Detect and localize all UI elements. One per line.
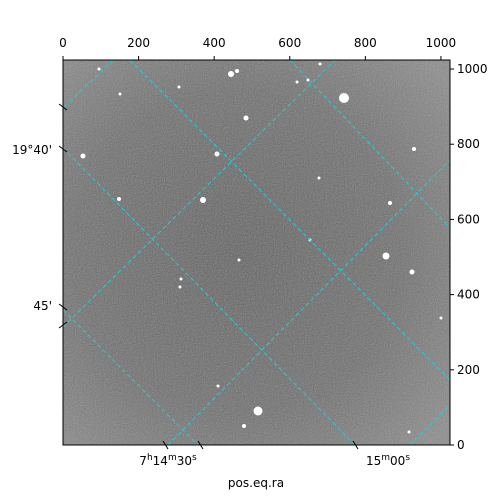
ra-tick-label: 7h14m30s — [139, 453, 197, 468]
star — [407, 430, 411, 434]
star — [242, 424, 246, 428]
star — [382, 252, 390, 260]
star — [117, 197, 121, 201]
y-tick-label: 600 — [457, 212, 480, 226]
star — [80, 153, 86, 159]
star — [237, 258, 241, 262]
coordinate-grid-line — [167, 159, 450, 445]
star — [216, 384, 220, 388]
coordinate-grid-line — [409, 404, 450, 445]
star — [178, 285, 182, 289]
axes-frame — [62, 59, 451, 446]
star — [235, 69, 239, 73]
star — [318, 62, 322, 66]
star — [306, 78, 310, 82]
x-axis-label: pos.eq.ra — [228, 476, 284, 490]
star — [253, 406, 263, 416]
ra-tick — [352, 440, 359, 450]
star — [228, 71, 234, 77]
x-tick-label: 1000 — [426, 36, 457, 50]
star — [243, 115, 249, 121]
star — [317, 176, 321, 180]
star — [118, 92, 122, 96]
star — [339, 93, 349, 103]
star — [439, 316, 443, 320]
coordinate-grid — [63, 60, 450, 445]
y-tick-label: 0 — [457, 438, 465, 452]
coordinate-grid-line — [289, 60, 450, 229]
y-tick-label: 1000 — [457, 62, 488, 76]
star — [200, 197, 206, 203]
star — [214, 151, 220, 157]
sky-image — [63, 60, 450, 445]
dec-tick-label: 45' — [33, 299, 52, 313]
star — [97, 67, 101, 71]
star — [388, 201, 392, 205]
dec-tick — [58, 145, 68, 153]
x-tick-label: 400 — [203, 36, 226, 50]
y-tick-label: 800 — [457, 137, 480, 151]
y-tick-label: 400 — [457, 288, 480, 302]
ra-tick — [162, 440, 169, 450]
x-tick-label: 600 — [278, 36, 301, 50]
stars — [80, 62, 443, 434]
y-tick-label: 200 — [457, 363, 480, 377]
x-tick-label: 0 — [59, 36, 67, 50]
ra-tick-label: 15m00s — [366, 453, 410, 468]
star — [409, 269, 415, 275]
star — [412, 147, 416, 151]
dec-tick-label: 19°40' — [12, 143, 52, 157]
dec-tick — [58, 321, 68, 329]
image-background — [63, 60, 450, 445]
coordinate-grid-line — [63, 60, 336, 328]
ra-tick — [197, 440, 204, 450]
dec-tick — [58, 103, 68, 111]
coordinate-grid-line — [129, 60, 450, 381]
star — [177, 85, 181, 89]
coordinate-grid-line — [63, 309, 199, 445]
x-tick-label: 200 — [127, 36, 150, 50]
dec-tick — [58, 303, 68, 311]
star — [295, 80, 299, 84]
x-tick-label: 800 — [354, 36, 377, 50]
star — [179, 277, 183, 281]
coordinate-grid-line — [63, 60, 114, 109]
world-ticks — [58, 103, 359, 450]
